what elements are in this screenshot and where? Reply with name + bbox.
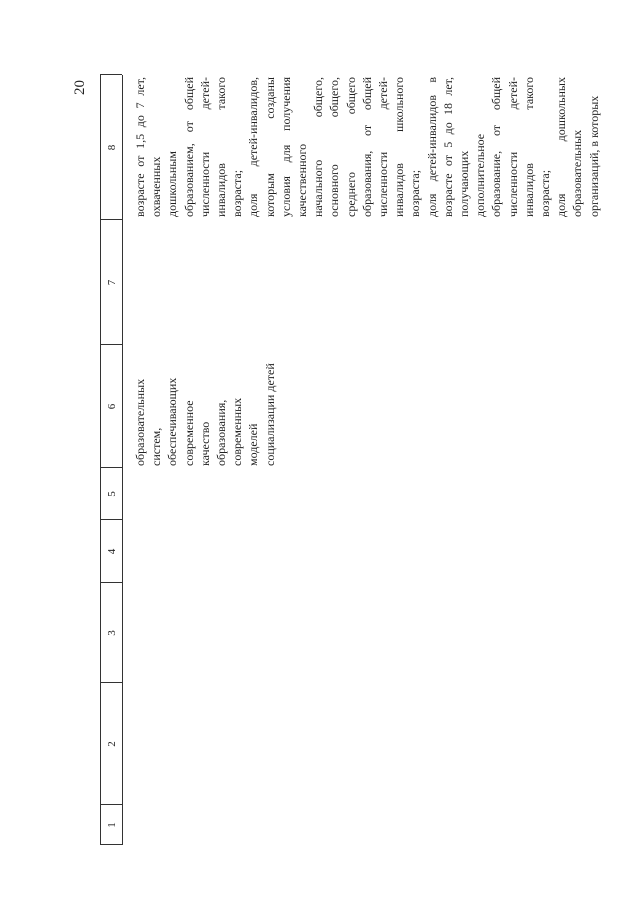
text-line: инвалидов такого [521,77,536,217]
text-line: образованием, от общей [181,77,196,217]
text-line: организаций, в которых [586,95,601,217]
text-line: условия для получения [278,77,293,217]
text-line: численности детей- [197,77,212,217]
column-number: 4 [106,548,118,555]
text-line: дополнительное [473,133,488,217]
text-line: моделей [246,423,261,466]
text-line: начального общего, [311,77,326,217]
table-top-border [100,75,101,845]
text-line: возраста; [538,169,553,217]
text-line: численности детей- [376,77,391,217]
text-line: образования, от общей [359,77,374,217]
column-number: 6 [106,403,118,410]
text-line: получающих [457,150,472,217]
text-line: дошкольным [165,151,180,217]
cell-text: образовательных систем, обеспечивающих совр… [132,348,278,466]
cell-text: возрасте от 1,5 до 7 лет, охваченных дошко… [132,77,602,217]
page-number: 20 [72,80,88,95]
column-number: 7 [106,279,118,286]
text-line: доля детей-инвалидов, [246,77,261,217]
text-line: среднего общего [343,77,358,217]
header-bottom-border [122,75,123,845]
column-number: 5 [106,491,118,497]
text-line: численности детей- [505,77,520,217]
text-line: образования, [214,399,229,466]
text-line: образовательных [133,378,147,466]
text-line: возрасте от 5 до 18 лет, [440,77,455,217]
column-number: 1 [106,822,118,828]
column-number: 8 [106,144,118,151]
text-line: которым созданы [262,77,277,217]
text-line: социализации детей [262,363,277,466]
text-line: возраста; [408,169,423,217]
text-line: доля детей-инвалидов в [424,77,439,217]
text-line: охваченных [149,156,164,217]
text-line: доля дошкольных [554,77,569,217]
text-line: образовательных [570,129,585,217]
text-line: обеспечивающих [165,377,180,466]
column-number: 2 [106,741,118,747]
text-line: современное [181,400,196,466]
text-line: систем, [149,427,164,466]
text-line: образование, от общей [489,77,504,217]
text-line: возрасте от 1,5 до 7 лет, [133,77,147,217]
column-number: 3 [106,630,118,636]
text-line: основного общего, [327,77,342,217]
text-line: инвалидов такого [214,77,229,217]
text-line: современных [230,397,245,466]
text-line: качественного [295,143,310,217]
text-line: инвалидов школьного [392,77,407,217]
text-line: возраста; [230,169,245,217]
text-line: качество [197,421,212,466]
